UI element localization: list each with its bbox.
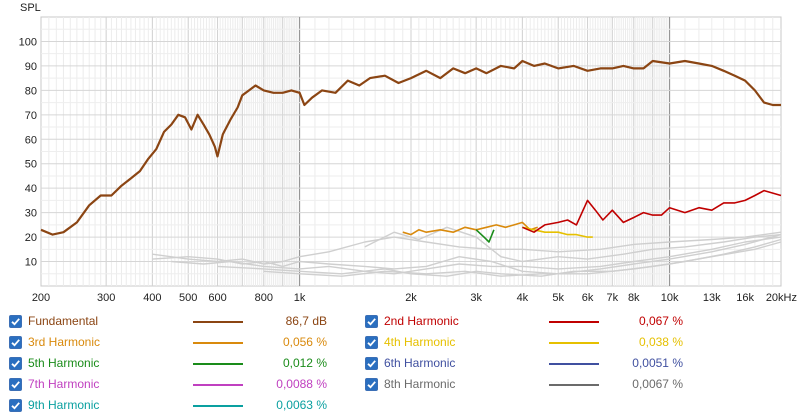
distortion-chart: SPL 10 20 30 40 50 60 70 80 90 100 200 300 400 500 600… (19, 2, 797, 304)
legend-checkbox-4th-harmonic[interactable] (365, 332, 378, 352)
x-tick-label: 6k (582, 292, 594, 304)
legend-label-9th-harmonic: 9th Harmonic (28, 398, 100, 412)
noise-floor-line (152, 231, 782, 265)
grid (40, 16, 782, 287)
legend-label-2nd-harmonic: 2nd Harmonic (384, 314, 459, 328)
checkmark-icon (365, 335, 378, 349)
legend-label-6th-harmonic: 6th Harmonic (384, 356, 456, 370)
fundamental-line (40, 59, 781, 236)
y-tick-label: 50 (25, 159, 37, 171)
x-tick-label: 7k (606, 292, 618, 304)
checkmark-icon (9, 335, 22, 349)
legend-swatch-9th-harmonic (193, 405, 243, 407)
legend-label-8th-harmonic: 8th Harmonic (384, 377, 456, 391)
x-tick-label: 2k (405, 292, 417, 304)
legend-value-5th-harmonic: 0,012 % (282, 356, 327, 370)
checkmark-icon (365, 314, 378, 328)
legend-swatch-fundamental (193, 321, 243, 323)
y-tick-label: 70 (25, 110, 37, 122)
y-tick-label: 100 (19, 36, 37, 48)
y-tick-label: 20 (25, 232, 37, 244)
legend-checkbox-5th-harmonic[interactable] (9, 353, 22, 373)
checkmark-icon (9, 377, 22, 391)
legend-checkbox-6th-harmonic[interactable] (365, 353, 378, 373)
5th-harmonic-line (475, 229, 495, 243)
noise-floor-line (171, 236, 782, 275)
y-tick-label: 10 (25, 257, 37, 269)
y-axis-label: SPL (20, 2, 41, 14)
legend-value-4th-harmonic: 0,038 % (638, 335, 683, 349)
y-tick-label: 90 (25, 61, 37, 73)
x-tick-label: 13k (703, 292, 721, 304)
checkmark-icon (9, 356, 22, 370)
noise-floor-curves (152, 226, 782, 277)
x-tick-label: 3k (470, 292, 482, 304)
noise-floor-line (364, 226, 782, 263)
axis-ticks: 10 20 30 40 50 60 70 80 90 100 200 300 400 500 600 800 1… (19, 36, 797, 304)
noise-floor-line (152, 233, 782, 275)
legend-checkbox-fundamental[interactable] (9, 311, 22, 331)
legend-checkbox-8th-harmonic[interactable] (365, 374, 378, 394)
legend-label-7th-harmonic: 7th Harmonic (28, 377, 100, 391)
2nd-harmonic-line (522, 189, 782, 233)
legend-checkbox-2nd-harmonic[interactable] (365, 311, 378, 331)
x-tick-label: 1k (294, 292, 306, 304)
legend-swatch-7th-harmonic (193, 384, 243, 386)
checkmark-icon (9, 398, 22, 412)
legend-label-fundamental: Fundamental (28, 314, 99, 328)
legend-swatch-4th-harmonic (549, 342, 599, 344)
legend-value-9th-harmonic: 0,0063 % (276, 398, 327, 412)
checkmark-icon (9, 314, 22, 328)
x-tick-label: 8k (628, 292, 640, 304)
legend-value-3rd-harmonic: 0,056 % (282, 335, 327, 349)
legend: Fundamental 86,7 dB 2nd Harmonic 0,067 % 3rd… (0, 310, 800, 419)
x-tick-label: 400 (143, 292, 161, 304)
x-tick-label: 10k (661, 292, 679, 304)
legend-swatch-3rd-harmonic (193, 342, 243, 344)
x-tick-label: 800 (255, 292, 273, 304)
series-lines (40, 59, 782, 243)
legend-value-8th-harmonic: 0,0067 % (632, 377, 683, 391)
legend-checkbox-7th-harmonic[interactable] (9, 374, 22, 394)
legend-label-4th-harmonic: 4th Harmonic (384, 335, 456, 349)
y-tick-label: 60 (25, 134, 37, 146)
legend-swatch-8th-harmonic (549, 384, 599, 386)
y-tick-label: 80 (25, 85, 37, 97)
legend-label-5th-harmonic: 5th Harmonic (28, 356, 100, 370)
checkmark-icon (365, 377, 378, 391)
x-tick-label: 5k (552, 292, 564, 304)
legend-label-3rd-harmonic: 3rd Harmonic (28, 335, 101, 349)
legend-swatch-2nd-harmonic (549, 321, 599, 323)
legend-value-7th-harmonic: 0,0088 % (276, 377, 327, 391)
x-tick-label: 4k (517, 292, 529, 304)
x-tick-label: 16k (736, 292, 754, 304)
noise-floor-line (263, 241, 782, 277)
x-tick-label: 600 (208, 292, 226, 304)
x-tick-label: 500 (179, 292, 197, 304)
legend-checkbox-3rd-harmonic[interactable] (9, 332, 22, 352)
y-tick-label: 40 (25, 183, 37, 195)
x-tick-label: 200 (32, 292, 50, 304)
y-tick-label: 30 (25, 208, 37, 220)
legend-value-6th-harmonic: 0,0051 % (632, 356, 683, 370)
x-tick-label: 300 (97, 292, 115, 304)
checkmark-icon (365, 356, 378, 370)
legend-swatch-5th-harmonic (193, 363, 243, 365)
legend-checkbox-9th-harmonic[interactable] (9, 395, 22, 415)
legend-value-2nd-harmonic: 0,067 % (638, 314, 683, 328)
x-tick-label: 20kHz (766, 292, 797, 304)
legend-value-fundamental: 86,7 dB (285, 314, 327, 328)
legend-swatch-6th-harmonic (549, 363, 599, 365)
